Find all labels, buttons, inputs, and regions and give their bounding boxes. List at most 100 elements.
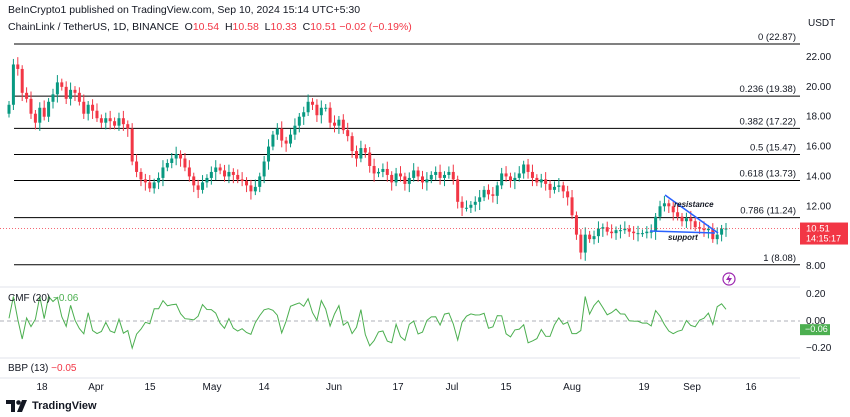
cmf-label: CMF (20) — [8, 293, 51, 304]
symbol-ohlc-line: ChainLink / TetherUS, 1D, BINANCE O10.54… — [8, 21, 412, 33]
candle-body — [302, 112, 306, 117]
candle-body — [390, 174, 394, 183]
fib-label-0.618: 0.618 (13.73) — [739, 168, 796, 179]
fib-label-0.236: 0.236 (19.38) — [739, 84, 796, 95]
currency-label: USDT — [808, 18, 835, 29]
symbol-label: ChainLink / TetherUS, 1D, BINANCE — [8, 21, 179, 33]
candle-body — [495, 185, 499, 196]
candle-body — [557, 185, 561, 187]
candle-body — [214, 167, 218, 172]
candle-body — [350, 136, 354, 152]
candle-body — [275, 128, 279, 135]
candle-body — [113, 121, 117, 126]
candle-body — [671, 206, 675, 213]
lightning-bolt-icon — [726, 274, 732, 284]
candle-body — [99, 118, 103, 123]
candle-body — [170, 158, 174, 163]
candle-body — [337, 119, 341, 126]
candle-body — [11, 64, 15, 105]
candle-body — [258, 176, 262, 187]
candle-body — [689, 218, 693, 222]
candle-body — [311, 101, 315, 105]
candle-body — [522, 164, 526, 174]
candle-body — [319, 107, 323, 116]
candle-body — [143, 179, 147, 183]
candle-body — [187, 167, 191, 177]
candle-body — [179, 154, 183, 159]
candle-body — [438, 171, 442, 178]
candle-body — [451, 171, 455, 180]
candle-body — [280, 128, 284, 141]
candle-body — [658, 206, 662, 217]
candle-body — [583, 234, 587, 253]
candle-body — [359, 148, 363, 159]
candle-body — [346, 130, 350, 137]
candle-body — [478, 197, 482, 202]
candle-body — [667, 203, 671, 207]
candle-body — [486, 189, 490, 195]
candle-body — [698, 227, 702, 229]
candle-body — [614, 230, 618, 234]
last-price-badge — [800, 222, 848, 245]
candle-body — [315, 104, 319, 116]
candle-body — [271, 134, 275, 147]
candle-body — [372, 165, 376, 174]
cmf-line — [8, 295, 727, 351]
brand-name: TradingView — [32, 400, 97, 412]
candle-body — [539, 179, 543, 183]
candle-body — [60, 82, 64, 87]
cmf-tick: 0.00 — [806, 316, 826, 327]
candle-body — [610, 231, 614, 234]
candle-body — [680, 216, 684, 222]
price-tick: 18.00 — [806, 112, 831, 123]
candle-body — [434, 171, 438, 175]
candle-body — [297, 116, 301, 126]
candle-body — [231, 171, 235, 175]
candle-body — [209, 171, 213, 178]
cmf-badge — [800, 324, 830, 336]
high-label: H — [224, 21, 233, 33]
candle-body — [491, 194, 495, 196]
candle-body — [130, 128, 134, 162]
close-value: 10.51 — [310, 21, 337, 33]
candle-body — [517, 173, 521, 178]
candle-body — [416, 170, 420, 177]
candle-body — [161, 167, 165, 178]
candle-body — [121, 118, 125, 125]
candle-body — [64, 86, 68, 99]
countdown-value: 14:15:17 — [806, 234, 841, 244]
candle-body — [469, 204, 473, 208]
candle-body — [724, 228, 728, 230]
close-label: C — [302, 21, 311, 33]
candle-body — [236, 174, 240, 180]
candle-body — [715, 234, 719, 240]
fib-label-0.382: 0.382 (17.22) — [739, 116, 796, 127]
candle-body — [267, 146, 271, 162]
candle-body — [592, 236, 596, 240]
candle-body — [623, 228, 627, 231]
price-tick: 8.00 — [806, 261, 826, 272]
tradingview-brand[interactable]: TradingView — [6, 400, 97, 412]
candle-body — [508, 176, 512, 181]
candle-body — [473, 201, 477, 205]
candle-body — [711, 228, 715, 240]
candle-body — [684, 218, 688, 222]
candle-body — [16, 64, 20, 69]
x-tick: Jun — [326, 382, 342, 393]
candle-body — [227, 171, 231, 177]
support-line — [649, 230, 716, 234]
candle-body — [7, 104, 11, 114]
cmf-legend-value: −0.06 — [53, 293, 79, 304]
candle-body — [561, 185, 565, 192]
candle-body — [676, 212, 680, 217]
candle-body — [605, 227, 609, 232]
candle-body — [636, 233, 640, 235]
candle-body — [165, 162, 169, 168]
candle-body — [376, 171, 380, 174]
candle-body — [706, 228, 710, 231]
candle-body — [425, 179, 429, 183]
candle-body — [148, 182, 152, 189]
candle-body — [117, 118, 121, 126]
candle-body — [548, 183, 552, 190]
